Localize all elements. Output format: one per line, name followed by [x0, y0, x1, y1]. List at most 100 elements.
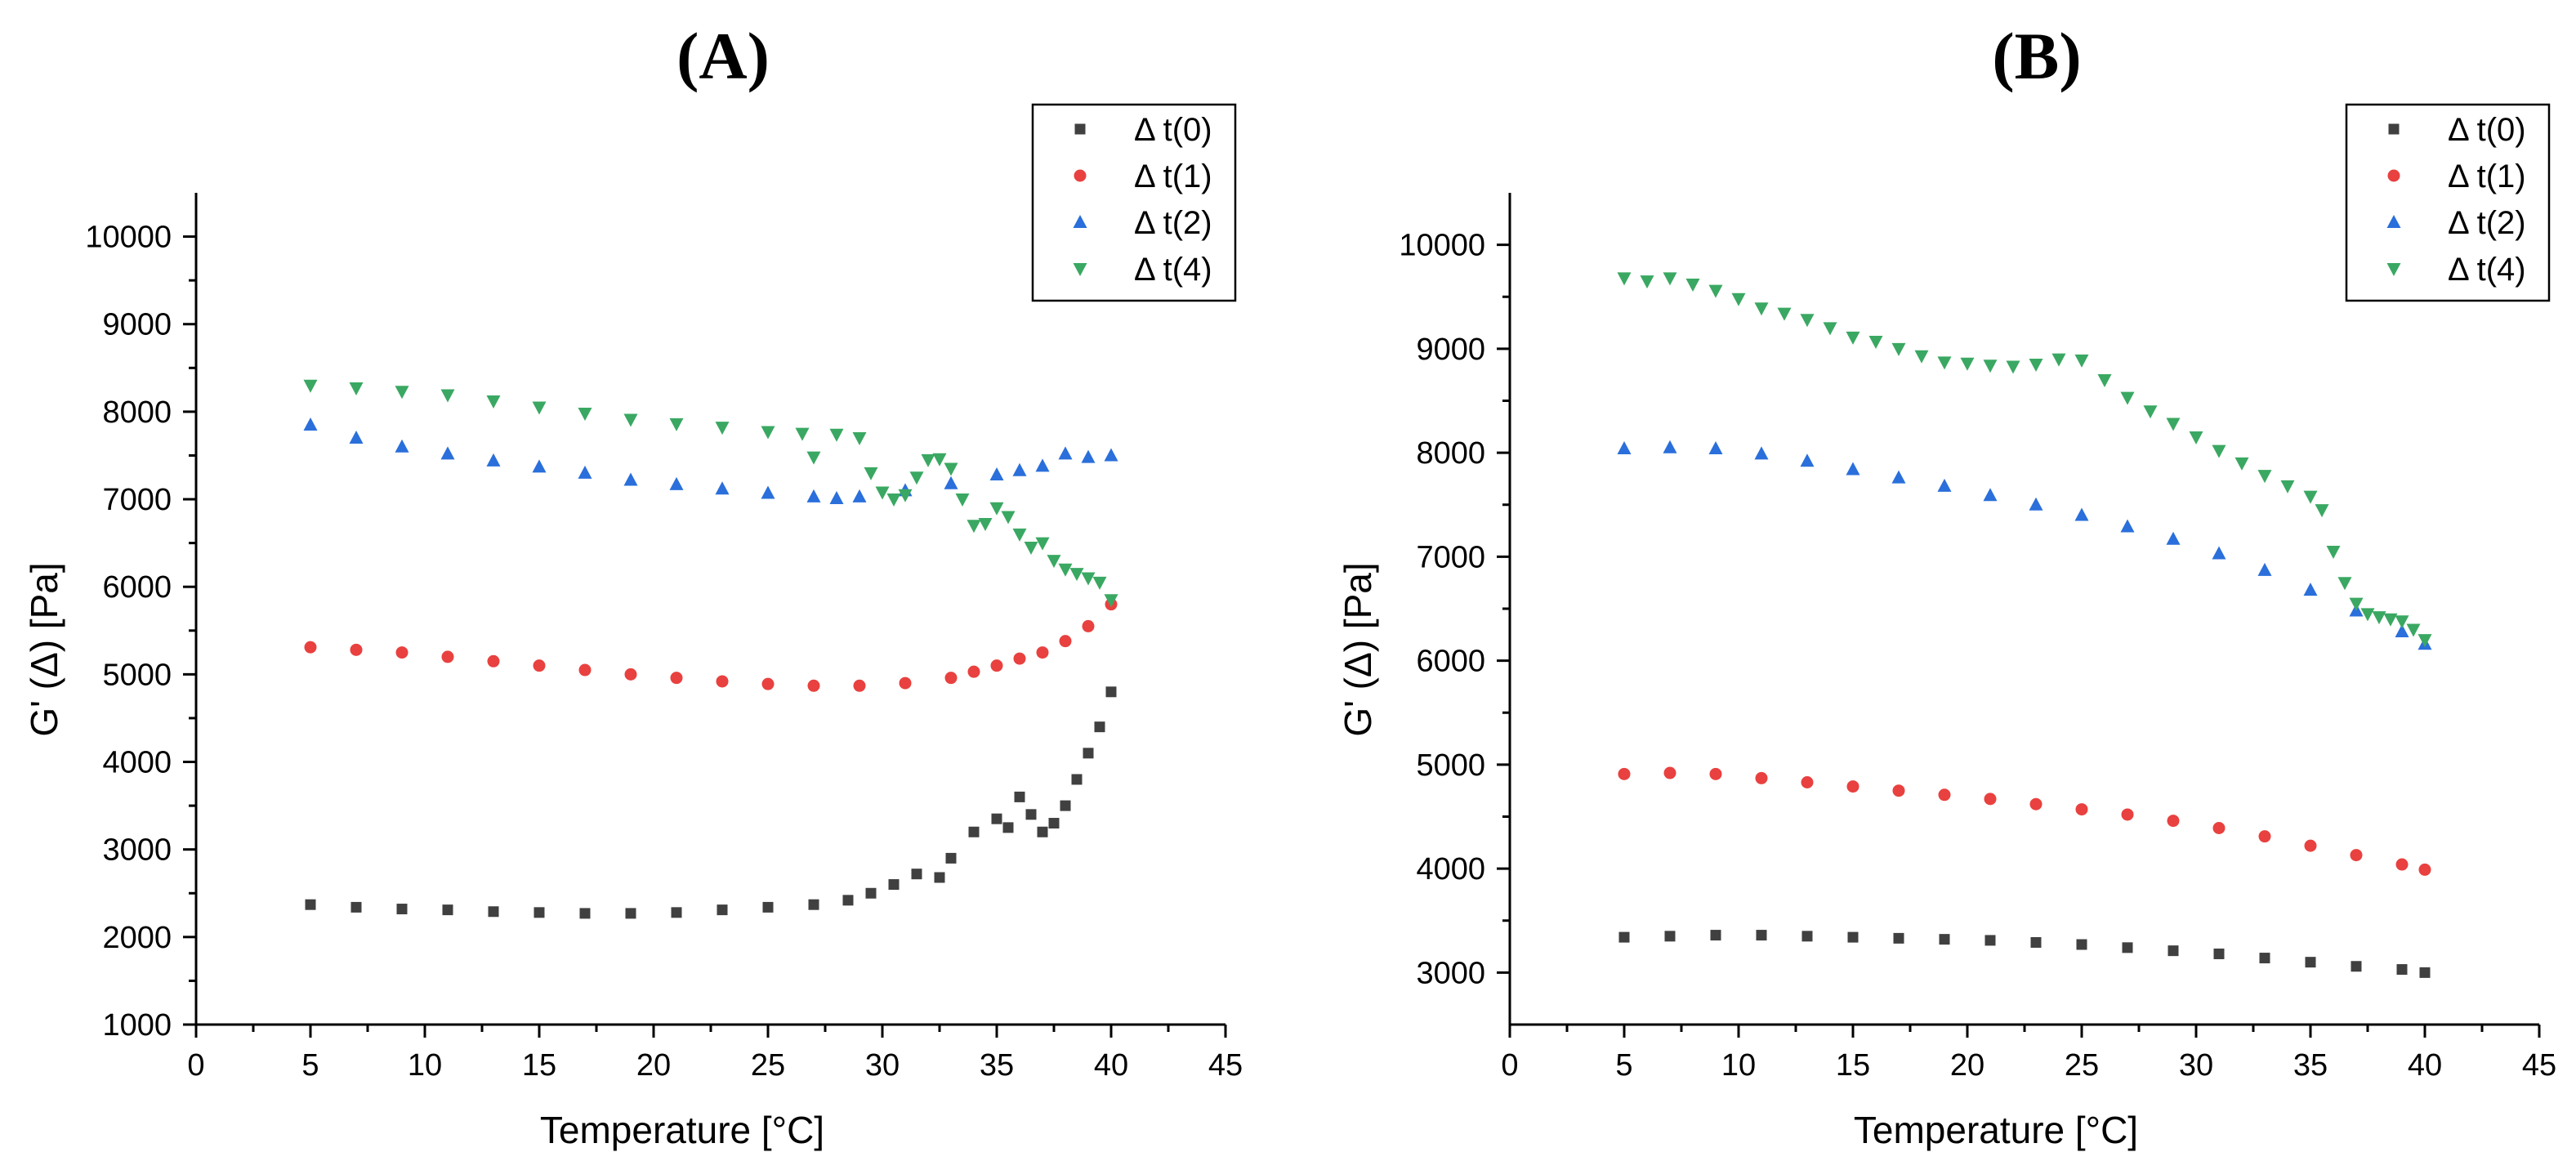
data-point — [1663, 440, 1677, 453]
y-tick-label: 7000 — [102, 483, 172, 517]
axes: 0 5 10 15 20 25 30 35 40 45 1000 2000 3000 4000 5000 60… — [85, 193, 1243, 1083]
x-axis-label: Temperature [°C] — [540, 1109, 824, 1151]
data-point — [395, 386, 409, 400]
data-point — [1984, 935, 1996, 946]
data-point — [944, 476, 958, 489]
legend-marker — [2386, 215, 2401, 228]
data-point — [2006, 360, 2020, 374]
data-point — [944, 672, 958, 685]
data-point — [669, 418, 684, 431]
series-circle — [1618, 766, 2431, 876]
data-point — [2030, 936, 2042, 948]
x-tick-label: 30 — [865, 1048, 900, 1083]
data-point — [1754, 302, 1769, 316]
data-point — [2029, 358, 2043, 372]
data-point — [1756, 930, 1767, 941]
data-point — [578, 408, 592, 422]
x-tick-label: 20 — [636, 1048, 671, 1083]
y-tick-label: 4000 — [102, 746, 172, 780]
data-point — [1035, 537, 1050, 551]
data-point — [717, 904, 728, 916]
data-point — [761, 677, 775, 690]
data-point — [1983, 359, 1998, 373]
data-point — [875, 486, 890, 500]
data-point — [350, 643, 363, 656]
data-point — [1892, 784, 1905, 797]
legend-label: Δ t(4) — [1134, 252, 1212, 288]
data-point — [486, 395, 501, 409]
data-point — [1640, 275, 1654, 289]
data-point — [2350, 849, 2363, 862]
data-point — [532, 401, 547, 415]
data-point — [1938, 788, 1951, 802]
legend-marker — [1073, 263, 1087, 276]
data-point — [944, 462, 958, 476]
data-point — [625, 908, 636, 919]
data-point — [623, 413, 638, 427]
data-point — [2143, 405, 2158, 419]
data-point — [886, 493, 901, 507]
data-point — [989, 467, 1004, 481]
data-point — [2395, 615, 2409, 629]
data-point — [2029, 497, 2043, 511]
x-tick-label: 30 — [2179, 1048, 2213, 1083]
data-point — [2212, 546, 2226, 560]
data-point — [1891, 470, 1906, 484]
data-point — [806, 489, 821, 502]
legend-marker — [2388, 123, 2400, 135]
data-point — [1800, 453, 1815, 467]
data-point — [1893, 932, 1904, 944]
data-marks — [1617, 272, 2432, 978]
legend-label: Δ t(2) — [1134, 205, 1212, 241]
data-point — [304, 641, 317, 654]
data-point — [1801, 776, 1814, 789]
data-point — [1731, 292, 1746, 306]
data-point — [578, 663, 592, 677]
data-point — [1001, 511, 1016, 525]
data-point — [2395, 623, 2409, 637]
data-point — [2051, 353, 2066, 367]
x-tick-label: 35 — [980, 1048, 1014, 1083]
data-point — [978, 518, 993, 532]
y-tick-label: 7000 — [1416, 540, 1485, 574]
data-point — [1060, 800, 1071, 811]
data-point — [1984, 793, 1997, 806]
data-point — [395, 439, 409, 453]
data-point — [806, 451, 821, 465]
series-triangle-down — [1617, 272, 2432, 648]
data-point — [2166, 418, 2181, 431]
data-point — [2351, 961, 2362, 972]
data-point — [1708, 284, 1723, 298]
data-point — [1847, 931, 1859, 943]
x-tick-label: 0 — [187, 1048, 204, 1083]
data-point — [2213, 948, 2225, 959]
data-point — [934, 872, 945, 883]
data-point — [1025, 809, 1037, 820]
data-point — [2257, 562, 2272, 576]
data-point — [2212, 444, 2226, 458]
y-tick-label: 1000 — [102, 1008, 172, 1043]
data-point — [579, 908, 591, 919]
x-tick-label: 45 — [2522, 1048, 2556, 1083]
data-point — [2257, 470, 2272, 484]
data-point — [716, 675, 729, 688]
legend-marker — [1074, 123, 1086, 135]
data-point — [1048, 818, 1060, 829]
data-point — [1617, 441, 1632, 455]
data-point — [2029, 797, 2042, 811]
chart-panel-b: (B) Temperature [°C] G' (Δ) [Pa] 0 5 10 15 2… — [1337, 19, 2556, 1151]
legend-frame — [2345, 103, 2551, 302]
data-point — [1035, 458, 1050, 472]
data-point — [1754, 446, 1769, 460]
y-tick-label: 9000 — [102, 308, 172, 342]
data-point — [2395, 858, 2409, 871]
data-point — [852, 432, 867, 446]
data-point — [1058, 563, 1073, 577]
data-point — [350, 901, 362, 913]
data-point — [487, 654, 500, 668]
y-tick-label: 3000 — [1416, 956, 1485, 990]
x-tick-label: 20 — [1950, 1048, 1984, 1083]
data-point — [1013, 652, 1026, 665]
data-point — [899, 677, 912, 690]
y-tick-label: 4000 — [1416, 852, 1485, 886]
